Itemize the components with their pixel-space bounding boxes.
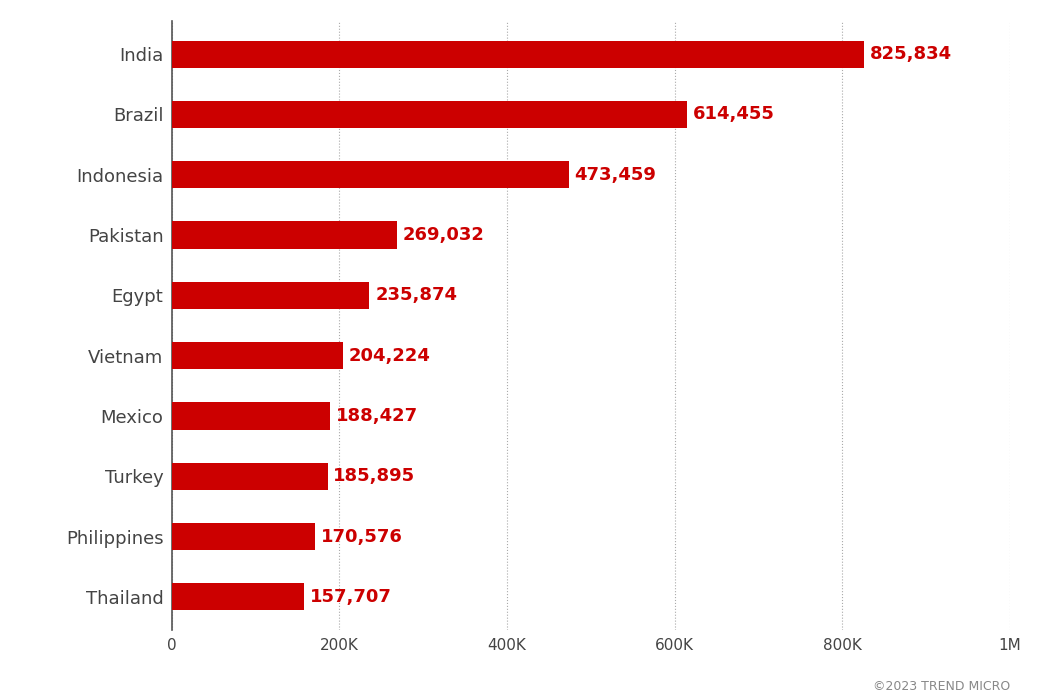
Bar [172, 523, 314, 550]
Text: 825,834: 825,834 [869, 46, 951, 63]
Text: 269,032: 269,032 [403, 226, 485, 244]
Text: 473,459: 473,459 [575, 166, 656, 184]
Bar [172, 101, 687, 128]
Text: ©2023 TREND MICRO: ©2023 TREND MICRO [872, 680, 1010, 693]
Bar [172, 161, 568, 188]
Text: 614,455: 614,455 [692, 106, 775, 123]
Text: 185,895: 185,895 [333, 467, 415, 485]
Bar [172, 221, 398, 248]
Text: 188,427: 188,427 [335, 407, 417, 425]
Text: 204,224: 204,224 [349, 346, 431, 365]
Bar [172, 402, 330, 430]
Bar [172, 41, 864, 68]
Text: 157,707: 157,707 [310, 588, 391, 606]
Bar [172, 282, 370, 309]
Bar [172, 583, 304, 610]
Bar [172, 463, 328, 490]
Text: 170,576: 170,576 [321, 528, 403, 545]
Text: 235,874: 235,874 [376, 286, 457, 304]
Bar [172, 342, 342, 369]
